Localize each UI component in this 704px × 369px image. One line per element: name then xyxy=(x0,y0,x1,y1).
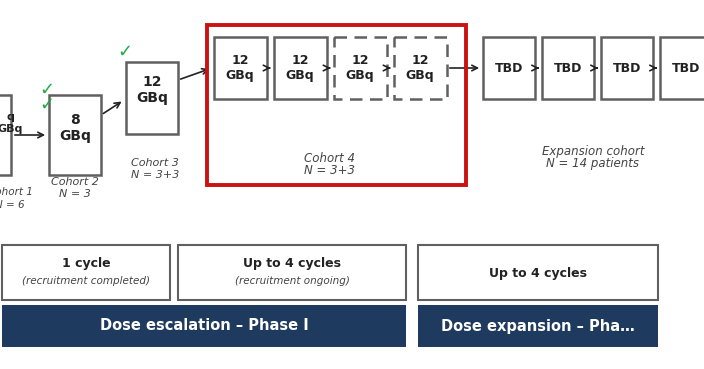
Bar xyxy=(660,37,704,99)
Bar xyxy=(394,37,446,99)
Bar xyxy=(49,95,101,175)
Bar xyxy=(2,305,406,347)
Text: TBD: TBD xyxy=(672,62,700,75)
Text: q
GBq: q GBq xyxy=(0,112,23,134)
Text: 12
GBq: 12 GBq xyxy=(136,75,168,105)
Text: N = 3+3: N = 3+3 xyxy=(131,170,180,180)
Bar xyxy=(2,245,170,300)
Bar xyxy=(542,37,594,99)
Text: N = 3: N = 3 xyxy=(59,189,91,199)
Text: 12
GBq: 12 GBq xyxy=(226,54,254,82)
Bar xyxy=(213,37,267,99)
Text: Dose expansion – Pha…: Dose expansion – Pha… xyxy=(441,318,635,334)
Text: Cohort 3: Cohort 3 xyxy=(131,158,179,168)
Bar xyxy=(178,245,406,300)
Text: N = 14 patients: N = 14 patients xyxy=(546,158,639,170)
Bar xyxy=(601,37,653,99)
Text: Cohort 2: Cohort 2 xyxy=(51,177,99,187)
Bar xyxy=(207,25,466,185)
Bar xyxy=(418,305,658,347)
Text: TBD: TBD xyxy=(612,62,641,75)
Bar xyxy=(334,37,386,99)
Text: 1 cycle: 1 cycle xyxy=(62,256,111,269)
Text: (recruitment ongoing): (recruitment ongoing) xyxy=(234,276,349,286)
Bar xyxy=(483,37,535,99)
Text: Cohort 1: Cohort 1 xyxy=(0,187,32,197)
Text: 12
GBq: 12 GBq xyxy=(406,54,434,82)
Text: ✓: ✓ xyxy=(39,81,55,99)
Text: 12
GBq: 12 GBq xyxy=(346,54,375,82)
Text: ✓: ✓ xyxy=(39,96,55,114)
Text: N = 6: N = 6 xyxy=(0,200,25,210)
Bar xyxy=(273,37,327,99)
Text: ✓: ✓ xyxy=(118,43,132,61)
Text: TBD: TBD xyxy=(554,62,582,75)
Text: Cohort 4: Cohort 4 xyxy=(305,152,356,165)
Text: Expansion cohort: Expansion cohort xyxy=(542,145,644,159)
Text: TBD: TBD xyxy=(495,62,523,75)
Text: 12
GBq: 12 GBq xyxy=(286,54,314,82)
Bar xyxy=(418,245,658,300)
Text: N = 3+3: N = 3+3 xyxy=(305,163,356,176)
Bar xyxy=(0,95,11,175)
Text: Dose escalation – Phase I: Dose escalation – Phase I xyxy=(100,318,308,334)
Text: Up to 4 cycles: Up to 4 cycles xyxy=(243,256,341,269)
Text: (recruitment completed): (recruitment completed) xyxy=(22,276,150,286)
Text: Up to 4 cycles: Up to 4 cycles xyxy=(489,266,587,279)
Text: 8
GBq: 8 GBq xyxy=(59,113,91,143)
Bar xyxy=(126,62,178,134)
